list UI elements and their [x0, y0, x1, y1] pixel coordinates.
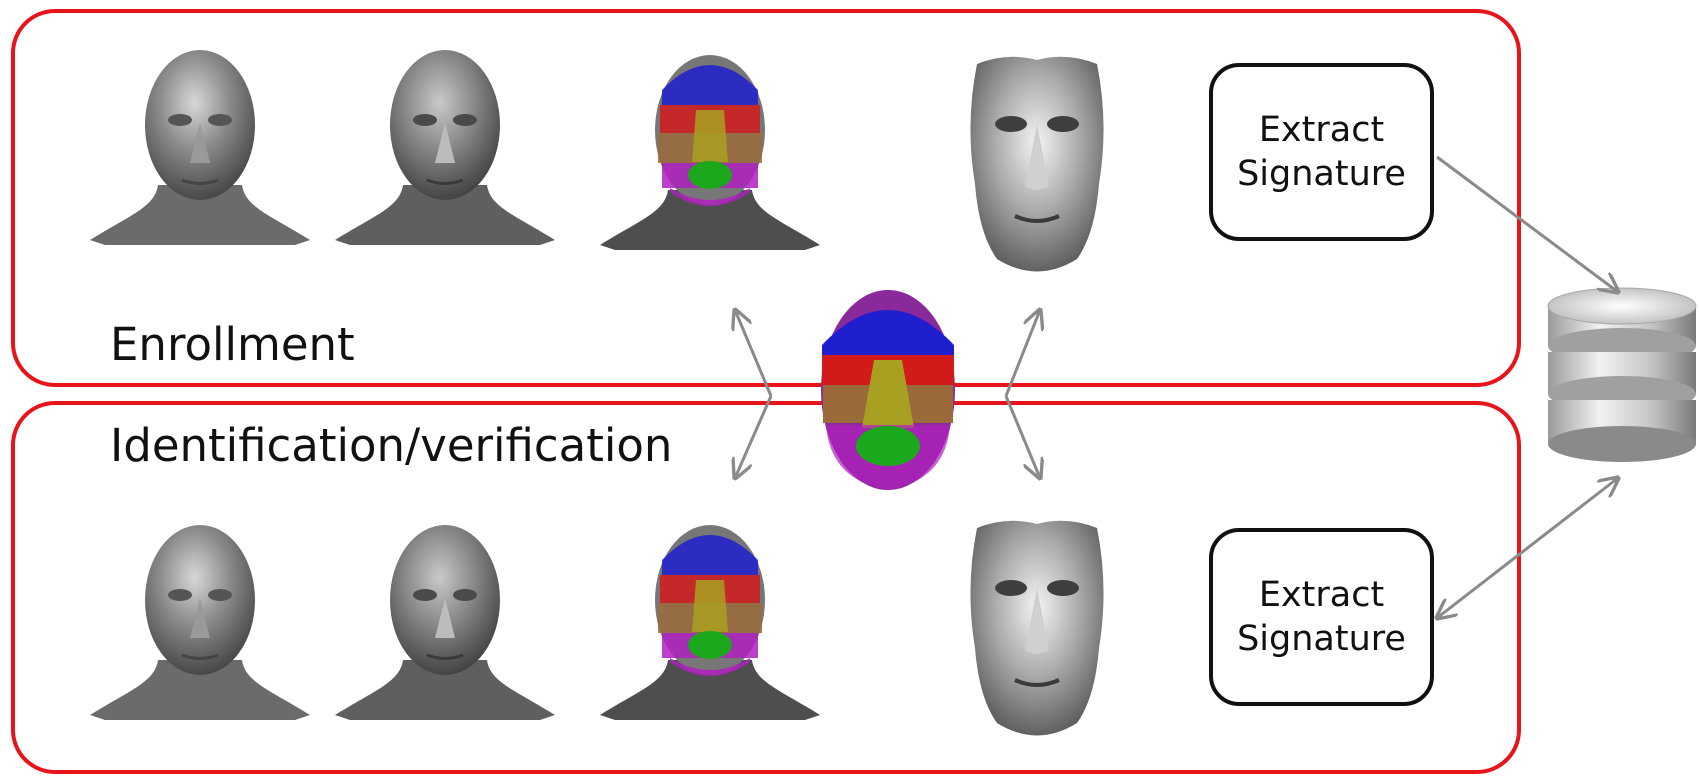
smoothed-face-icon	[333, 523, 557, 722]
extract-signature-identification-box: Extract Signature	[1209, 528, 1434, 706]
fitted-face-mask-icon	[968, 518, 1106, 738]
annotated-face-model-icon	[821, 290, 955, 490]
extract-signature-enrollment-box: Extract Signature	[1209, 63, 1434, 241]
signature-box-line2: Signature	[1237, 154, 1406, 194]
raw-face-scan-icon	[88, 48, 312, 247]
connector-arrows	[735, 155, 1618, 618]
signature-box-line1: Extract	[1258, 110, 1385, 150]
segmented-face-icon	[600, 525, 820, 720]
segmented-face-icon	[600, 55, 820, 250]
enrollment-label: Enrollment	[110, 318, 355, 371]
signature-box-line1: Extract	[1258, 575, 1385, 615]
identification-label: Identification/verification	[110, 419, 673, 472]
database-icon	[1547, 287, 1697, 462]
signature-box-line2: Signature	[1237, 619, 1406, 659]
fitted-face-mask-icon	[968, 54, 1106, 274]
smoothed-face-icon	[333, 48, 557, 247]
raw-face-scan-icon	[88, 523, 312, 722]
